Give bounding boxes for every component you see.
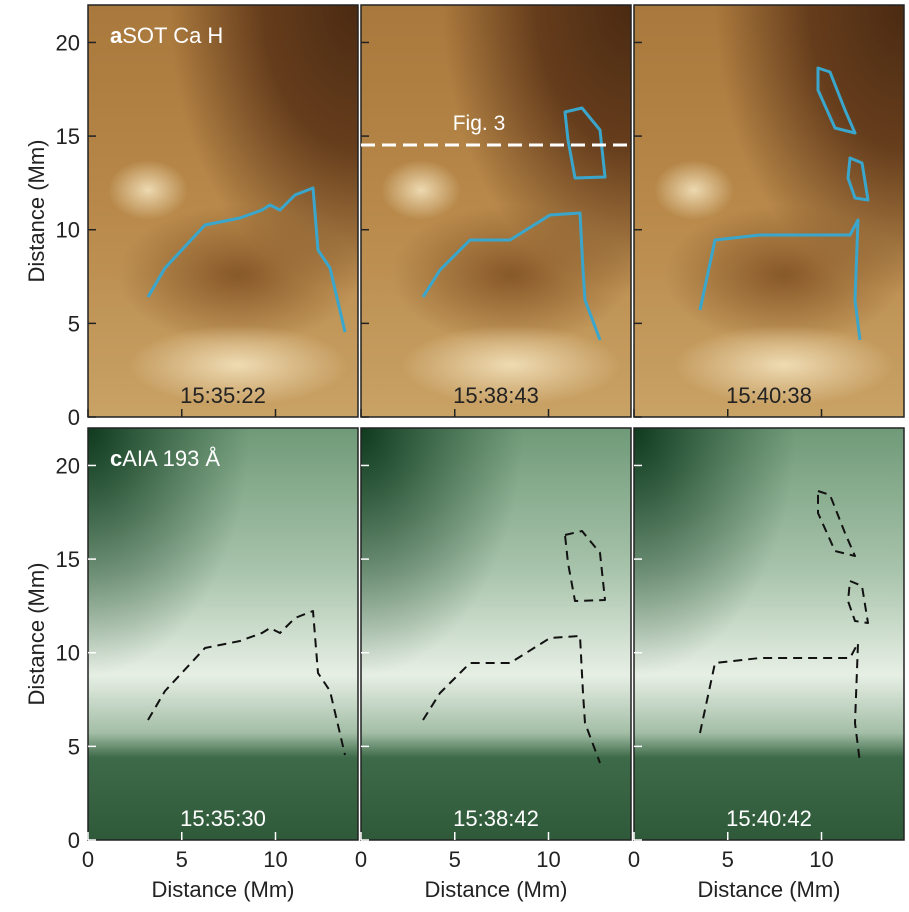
panel-label: aSOT Ca H <box>110 23 223 48</box>
image-panel: 15:40:38 <box>633 4 905 418</box>
y-tick-label: 15 <box>56 547 80 572</box>
timestamp: 15:35:22 <box>180 383 266 408</box>
x-tick-label: 0 <box>628 847 640 872</box>
dark-blob <box>391 205 631 345</box>
timestamp: 15:40:42 <box>726 806 812 831</box>
panel-frame <box>360 4 632 418</box>
x-tick-label: 5 <box>176 847 188 872</box>
image-panel: 15:40:42 <box>633 427 905 841</box>
panels: 15:35:22 aSOT Ca H 15:38:43 Fig. 3 15:40:38 0… <box>24 4 905 902</box>
timestamp: 15:38:43 <box>453 383 539 408</box>
dark-region <box>88 428 358 840</box>
image-panel: 15:35:22 aSOT Ca H <box>87 4 359 418</box>
y-tick-label: 20 <box>56 453 80 478</box>
panel-frame <box>87 427 359 841</box>
bright-spot <box>381 160 461 220</box>
bright-spot <box>654 160 734 220</box>
timestamp: 15:40:38 <box>726 383 812 408</box>
x-tick-label: 0 <box>82 847 94 872</box>
y-tick-label: 0 <box>68 405 80 430</box>
y-axis-label: Distance (Mm) <box>24 562 49 705</box>
panel-letter: c <box>110 446 122 471</box>
x-tick-label: 10 <box>809 847 833 872</box>
bright-spot <box>128 325 348 405</box>
dark-blob <box>664 205 904 345</box>
y-axis-label: Distance (Mm) <box>24 139 49 282</box>
y-tick-label: 10 <box>56 218 80 243</box>
x-axis-label: Distance (Mm) <box>151 877 294 902</box>
panel-frame <box>360 427 632 841</box>
y-tick-label: 5 <box>68 311 80 336</box>
dark-region <box>634 428 904 840</box>
panel-label: cAIA 193 Å <box>110 446 220 471</box>
x-tick-label: 5 <box>449 847 461 872</box>
y-tick-label: 10 <box>56 641 80 666</box>
panel-frame <box>633 427 905 841</box>
x-tick-label: 0 <box>355 847 367 872</box>
y-tick-label: 5 <box>68 734 80 759</box>
y-tick-label: 20 <box>56 30 80 55</box>
annotation: Fig. 3 <box>453 112 506 135</box>
x-tick-label: 5 <box>722 847 734 872</box>
bright-spot <box>674 325 894 405</box>
panel-frame <box>633 4 905 418</box>
timestamp: 15:35:30 <box>180 806 266 831</box>
timestamp: 15:38:42 <box>453 806 539 831</box>
panel-title: AIA 193 Å <box>122 446 220 471</box>
image-panel: 15:38:43 Fig. 3 <box>360 4 632 418</box>
bright-spot <box>401 325 621 405</box>
x-tick-label: 10 <box>263 847 287 872</box>
bright-spot <box>108 160 188 220</box>
panel-title: SOT Ca H <box>122 23 223 48</box>
image-panel: 15:35:30 cAIA 193 Å <box>87 427 359 841</box>
image-panel: 15:38:42 <box>360 427 632 841</box>
x-tick-label: 10 <box>536 847 560 872</box>
panel-frame <box>87 4 359 418</box>
y-tick-label: 0 <box>68 828 80 853</box>
dark-blob <box>118 205 358 345</box>
x-axis-label: Distance (Mm) <box>697 877 840 902</box>
y-tick-label: 15 <box>56 124 80 149</box>
dark-region <box>361 428 631 840</box>
x-axis-label: Distance (Mm) <box>424 877 567 902</box>
panel-letter: a <box>110 23 123 48</box>
